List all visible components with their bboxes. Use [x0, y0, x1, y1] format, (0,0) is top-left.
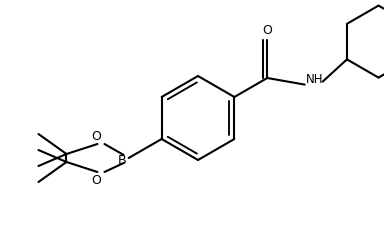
Text: O: O — [262, 24, 272, 37]
Text: NH: NH — [306, 73, 323, 86]
Text: O: O — [91, 173, 101, 186]
Text: O: O — [91, 130, 101, 143]
Text: B: B — [118, 153, 126, 167]
